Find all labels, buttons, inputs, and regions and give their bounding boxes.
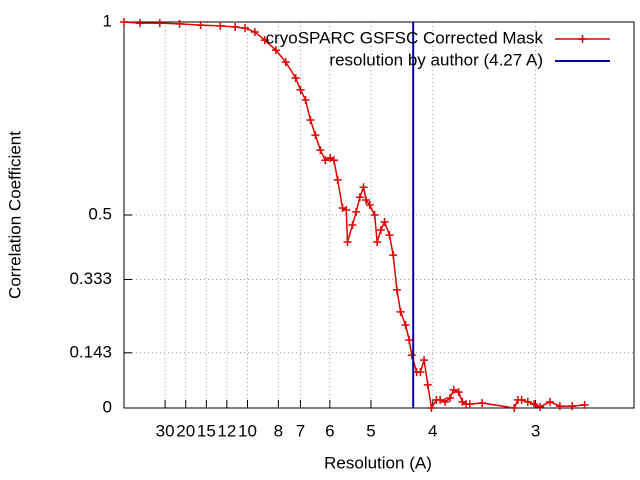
point-marker: [362, 195, 371, 204]
legend-marker: [578, 35, 587, 43]
point-marker: [423, 380, 432, 389]
point-marker: [271, 46, 280, 55]
point-marker: [405, 336, 414, 345]
point-marker: [380, 217, 389, 226]
point-marker: [580, 400, 589, 409]
point-marker: [517, 395, 526, 404]
y-axis-label: Correlation Coefficient: [5, 131, 24, 299]
x-tick-label: 10: [238, 421, 257, 440]
point-marker: [348, 221, 357, 230]
x-tick-label: 20: [176, 421, 195, 440]
point-marker: [510, 404, 519, 412]
point-marker: [175, 19, 184, 28]
point-marker: [441, 397, 450, 406]
point-marker: [311, 131, 320, 140]
y-tick-label: 0: [103, 397, 112, 416]
point-marker: [355, 193, 364, 202]
point-marker: [478, 398, 487, 407]
point-marker: [385, 231, 394, 240]
point-marker: [241, 24, 250, 33]
point-marker: [155, 19, 164, 28]
point-marker: [296, 85, 305, 94]
point-marker: [446, 393, 455, 402]
y-tick-label: 1: [103, 11, 112, 30]
point-marker: [329, 156, 338, 165]
point-marker: [338, 204, 347, 213]
point-marker: [436, 395, 445, 404]
point-marker: [260, 36, 269, 45]
x-tick-label: 7: [296, 421, 305, 440]
point-marker: [231, 23, 240, 32]
point-marker: [120, 18, 128, 26]
x-tick-label: 8: [274, 421, 283, 440]
point-marker: [342, 205, 351, 214]
point-marker: [281, 58, 290, 67]
point-marker: [465, 400, 474, 409]
y-tick-label: 0.143: [69, 342, 112, 361]
point-marker: [343, 238, 352, 247]
plot-frame: [123, 21, 635, 409]
x-axis-label: Resolution (A): [324, 453, 432, 472]
point-marker: [416, 368, 425, 377]
point-marker: [306, 116, 315, 125]
x-tick-label: 3: [531, 421, 540, 440]
point-marker: [352, 207, 361, 216]
point-marker: [216, 21, 225, 30]
legend-label: resolution by author (4.27 A): [329, 50, 543, 69]
point-marker: [568, 402, 577, 411]
point-marker: [376, 226, 385, 235]
point-marker: [449, 385, 458, 394]
point-marker: [196, 21, 205, 30]
y-tick-label: 0.333: [69, 269, 112, 288]
point-marker: [392, 285, 401, 294]
x-tick-label: 15: [197, 421, 216, 440]
point-marker: [359, 183, 368, 192]
point-marker: [546, 397, 555, 406]
point-marker: [321, 156, 330, 165]
point-marker: [389, 251, 398, 260]
x-tick-label: 5: [366, 421, 375, 440]
point-marker: [427, 404, 436, 412]
x-tick-label: 6: [325, 421, 334, 440]
x-tick-label: 30: [156, 421, 175, 440]
legend-label: cryoSPARC GSFSC Corrected Mask: [266, 28, 544, 47]
point-marker: [136, 19, 145, 28]
point-marker: [301, 95, 310, 104]
point-marker: [365, 200, 374, 209]
point-marker: [523, 397, 532, 406]
point-marker: [396, 307, 405, 316]
point-marker: [529, 400, 538, 409]
point-marker: [407, 351, 416, 360]
y-tick-label: 0.5: [88, 204, 112, 223]
point-marker: [536, 402, 545, 411]
point-marker: [370, 211, 379, 219]
series-line: [123, 21, 585, 411]
point-marker: [333, 175, 342, 184]
point-marker: [316, 146, 325, 155]
point-marker: [454, 388, 463, 397]
point-marker: [555, 402, 564, 411]
point-marker: [291, 73, 300, 82]
point-marker: [250, 28, 259, 37]
point-marker: [420, 356, 429, 365]
x-tick-label: 4: [428, 421, 437, 440]
x-tick-label: 12: [217, 421, 236, 440]
point-marker: [401, 321, 410, 330]
point-marker: [373, 238, 382, 247]
